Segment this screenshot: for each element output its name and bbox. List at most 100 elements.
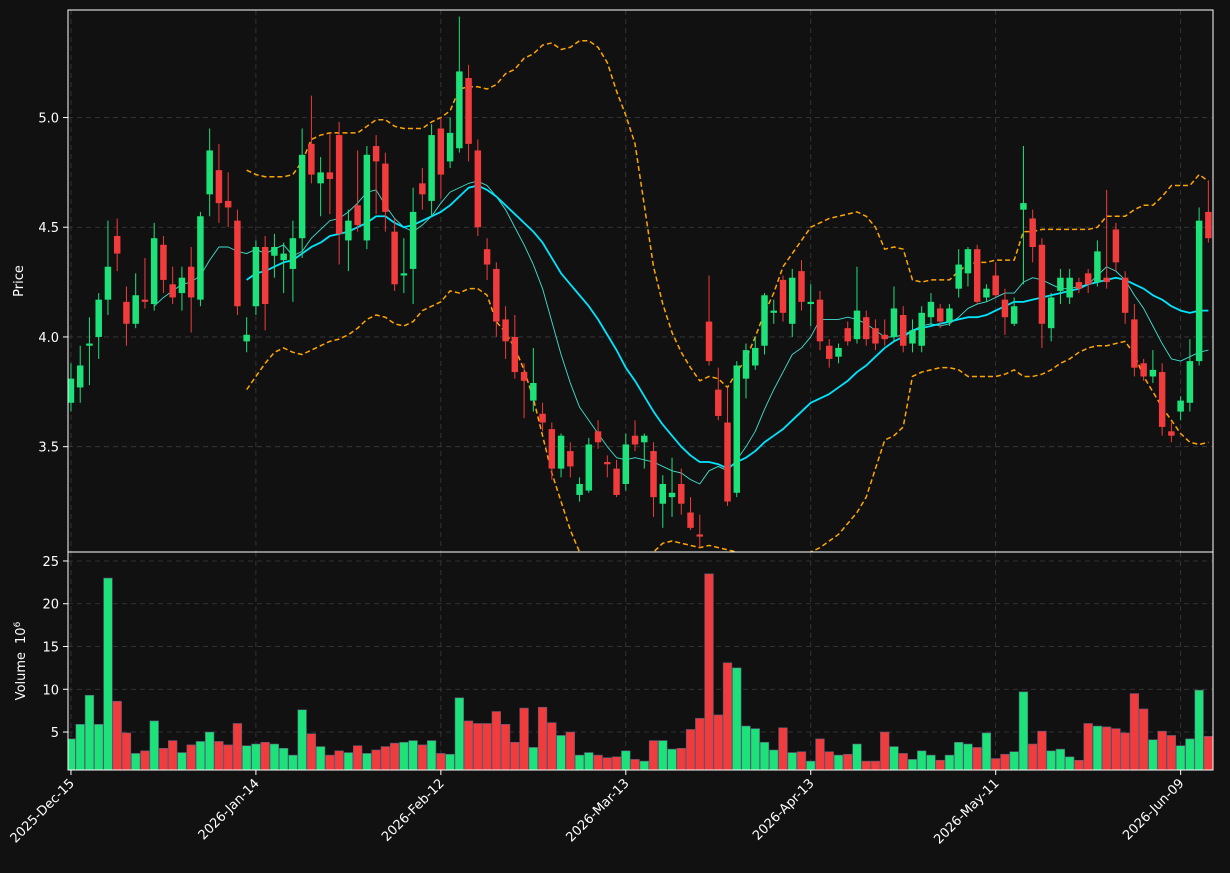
- candle-body: [520, 372, 528, 381]
- candle-body: [1177, 400, 1184, 412]
- volume-bar: [399, 741, 409, 770]
- candle-body: [169, 284, 176, 298]
- volume-bar: [658, 740, 668, 770]
- volume-bar: [630, 759, 640, 770]
- candle-body: [844, 328, 851, 342]
- candle-body: [557, 435, 565, 469]
- volume-bar: [1203, 736, 1213, 770]
- candle-body: [779, 279, 787, 313]
- candle-body: [733, 365, 741, 493]
- volume-bar: [519, 707, 529, 770]
- volume-bar: [1157, 730, 1167, 770]
- y-tick-label: 3.5: [38, 441, 59, 456]
- volume-bar: [1194, 689, 1204, 770]
- volume-panel: [68, 573, 1213, 770]
- volume-bar: [880, 731, 890, 770]
- volume-bar: [325, 754, 335, 770]
- volume-bar: [1083, 723, 1093, 770]
- volume-bar: [695, 718, 705, 770]
- candle-body: [215, 170, 223, 204]
- candle-body: [1205, 211, 1212, 239]
- candle-body: [668, 492, 676, 498]
- volume-bar: [806, 760, 816, 770]
- price-panel: [68, 16, 1212, 552]
- candle-body: [160, 244, 167, 280]
- y-tick-label: 5: [51, 726, 59, 741]
- volume-bar: [852, 743, 862, 770]
- candle-body: [927, 301, 935, 318]
- candle-body: [1057, 277, 1064, 291]
- candle-body: [252, 246, 260, 307]
- candle-body: [234, 220, 241, 307]
- volume-bar: [954, 741, 964, 770]
- candle-body: [1038, 244, 1046, 324]
- volume-bar: [621, 750, 631, 770]
- y-tick-label: 15: [42, 641, 59, 656]
- volume-bar: [223, 744, 233, 770]
- volume-bar: [306, 733, 317, 770]
- candle-body: [567, 451, 574, 467]
- volume-bar: [741, 725, 751, 770]
- volume-bar: [1111, 728, 1121, 770]
- volume-bar: [917, 750, 927, 770]
- candle-body: [631, 435, 639, 445]
- candle-body: [363, 154, 371, 241]
- candle-body: [474, 150, 482, 228]
- volume-bar: [297, 709, 307, 770]
- candle-body: [502, 319, 509, 342]
- volume-bar: [417, 744, 428, 770]
- candle-body: [1066, 277, 1073, 298]
- y-tick-label: 5.0: [38, 112, 59, 127]
- volume-bar: [722, 662, 733, 770]
- candle-body: [715, 389, 722, 416]
- candle-body: [983, 288, 990, 298]
- candle-body: [955, 264, 962, 289]
- volume-bar: [362, 753, 372, 770]
- candle-body: [493, 268, 500, 322]
- candle-body: [770, 310, 777, 313]
- candle-body: [280, 253, 287, 261]
- volume-bar: [926, 754, 936, 770]
- volume-bar: [75, 724, 85, 770]
- candle-body: [1131, 319, 1138, 368]
- candle-body: [548, 429, 556, 469]
- candle-body: [1140, 363, 1147, 377]
- candle-body: [428, 135, 435, 201]
- price-axis-label: Price: [12, 265, 27, 297]
- volume-bar: [565, 731, 575, 770]
- candle-body: [1001, 299, 1009, 318]
- candle-body: [622, 444, 630, 484]
- candle-body: [483, 249, 491, 265]
- candle-body: [1047, 297, 1055, 329]
- candle-body: [289, 238, 297, 269]
- candle-body: [705, 321, 713, 362]
- volume-bar: [315, 746, 326, 770]
- volume-bar: [685, 729, 696, 770]
- volume-bar: [510, 741, 520, 770]
- candle-body: [798, 271, 805, 302]
- candle-body: [178, 277, 186, 294]
- candle-body: [1010, 306, 1018, 324]
- volume-bar: [473, 723, 483, 770]
- candle-body: [604, 462, 611, 465]
- candle-body: [696, 534, 704, 537]
- volume-bar: [177, 752, 187, 770]
- candle-body: [835, 347, 842, 357]
- volume-bar: [667, 748, 677, 770]
- y-tick-label: 25: [42, 555, 59, 570]
- volume-bar: [251, 743, 261, 770]
- volume-bar: [436, 753, 446, 770]
- candle-body: [752, 347, 759, 366]
- candle-body: [613, 468, 620, 495]
- volume-bar: [944, 754, 955, 770]
- volume-bar: [1102, 726, 1112, 770]
- candle-body: [372, 146, 380, 162]
- candle-body: [973, 249, 981, 302]
- volume-bar: [140, 750, 150, 770]
- candle-body: [853, 310, 861, 340]
- volume-bar: [537, 706, 548, 770]
- candle-body: [742, 350, 750, 379]
- volume-bar: [861, 760, 871, 770]
- candle-body: [1195, 220, 1203, 362]
